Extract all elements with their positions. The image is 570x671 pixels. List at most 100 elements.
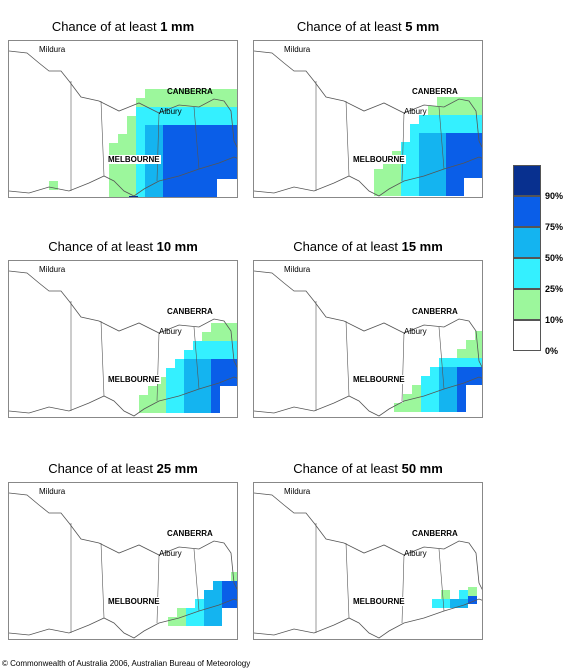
probability-cell bbox=[446, 142, 455, 151]
legend-tick-label: 75% bbox=[545, 222, 564, 232]
probability-cell bbox=[410, 187, 419, 196]
city-label-canberra: CANBERRA bbox=[167, 307, 213, 316]
probability-cell bbox=[419, 142, 428, 151]
probability-cell bbox=[172, 161, 181, 170]
probability-cell bbox=[163, 107, 172, 116]
probability-cell bbox=[457, 376, 466, 385]
probability-cell bbox=[430, 367, 439, 376]
probability-cell bbox=[184, 377, 193, 386]
probability-cell bbox=[229, 368, 237, 377]
probability-cell bbox=[437, 160, 446, 169]
probability-cell bbox=[213, 590, 222, 599]
probability-cell bbox=[428, 124, 437, 133]
probability-cell bbox=[208, 188, 217, 197]
probability-cell bbox=[468, 595, 477, 604]
probability-cell bbox=[448, 376, 457, 385]
probability-cell bbox=[199, 89, 208, 98]
probability-cell bbox=[193, 350, 202, 359]
probability-cell bbox=[446, 151, 455, 160]
probability-cell bbox=[127, 161, 136, 170]
city-label-mildura: Mildura bbox=[284, 265, 311, 274]
probability-cell bbox=[145, 89, 154, 98]
probability-cell bbox=[154, 170, 163, 179]
probability-cell bbox=[222, 590, 231, 599]
probability-cell bbox=[172, 143, 181, 152]
map-canvas bbox=[254, 492, 482, 639]
probability-cell bbox=[226, 161, 235, 170]
probability-cell bbox=[163, 98, 172, 107]
probability-cell bbox=[235, 125, 237, 134]
probability-cell bbox=[190, 179, 199, 188]
district-boundary bbox=[70, 523, 200, 633]
probability-cell bbox=[109, 170, 118, 179]
probability-cell bbox=[181, 89, 190, 98]
probability-cell bbox=[430, 394, 439, 403]
probability-cell bbox=[190, 125, 199, 134]
probability-cell bbox=[148, 395, 157, 404]
probability-cell bbox=[464, 97, 473, 106]
probability-cell bbox=[374, 169, 383, 178]
probability-cell bbox=[430, 376, 439, 385]
probability-cell bbox=[109, 143, 118, 152]
legend-swatch-10 bbox=[513, 289, 541, 320]
probability-cell bbox=[181, 143, 190, 152]
probability-cell bbox=[466, 349, 475, 358]
probability-cell bbox=[190, 170, 199, 179]
probability-cell bbox=[446, 178, 455, 187]
probability-cell bbox=[190, 152, 199, 161]
probability-cell bbox=[475, 358, 482, 367]
probability-cell bbox=[419, 160, 428, 169]
probability-cell bbox=[208, 152, 217, 161]
probability-cell bbox=[163, 116, 172, 125]
probability-cell bbox=[446, 187, 455, 196]
probability-cell bbox=[118, 188, 127, 197]
probability-cell bbox=[195, 617, 204, 626]
probability-cell bbox=[208, 170, 217, 179]
probability-cell bbox=[127, 116, 136, 125]
probability-cell bbox=[235, 134, 237, 143]
probability-cell bbox=[473, 133, 482, 142]
probability-cell bbox=[139, 395, 148, 404]
probability-cell bbox=[392, 187, 401, 196]
probability-cell bbox=[482, 124, 483, 133]
probability-cell bbox=[419, 115, 428, 124]
probability-cell bbox=[172, 152, 181, 161]
probability-cell bbox=[374, 187, 383, 196]
probability-cell bbox=[482, 133, 483, 142]
probability-cell bbox=[439, 394, 448, 403]
probability-cell bbox=[229, 341, 237, 350]
probability-cell bbox=[190, 89, 199, 98]
probability-cell bbox=[163, 179, 172, 188]
probability-cell bbox=[226, 116, 235, 125]
probability-cell bbox=[410, 142, 419, 151]
probability-cell bbox=[199, 116, 208, 125]
probability-cell bbox=[439, 367, 448, 376]
probability-cell bbox=[211, 359, 220, 368]
probability-cell bbox=[448, 385, 457, 394]
probability-cell bbox=[482, 151, 483, 160]
probability-cell bbox=[127, 188, 136, 197]
probability-cell bbox=[202, 359, 211, 368]
probability-cell bbox=[145, 125, 154, 134]
probability-cell bbox=[421, 376, 430, 385]
city-label-canberra: CANBERRA bbox=[412, 529, 458, 538]
panel-title: Chance of at least 5 mm bbox=[296, 19, 440, 34]
probability-cell bbox=[217, 170, 226, 179]
probability-cell bbox=[208, 161, 217, 170]
probability-cell bbox=[482, 160, 483, 169]
probability-cell bbox=[127, 170, 136, 179]
probability-cell bbox=[464, 133, 473, 142]
probability-cell bbox=[136, 125, 145, 134]
probability-cell bbox=[229, 332, 237, 341]
probability-cell bbox=[220, 341, 229, 350]
probability-cell bbox=[193, 341, 202, 350]
probability-cell bbox=[217, 143, 226, 152]
probability-cell bbox=[154, 98, 163, 107]
probability-cell bbox=[163, 134, 172, 143]
probability-cell bbox=[217, 116, 226, 125]
probability-cell bbox=[181, 170, 190, 179]
city-label-melbourne: MELBOURNE bbox=[352, 155, 406, 164]
probability-cell bbox=[419, 187, 428, 196]
probability-cell bbox=[464, 115, 473, 124]
probability-cell bbox=[464, 151, 473, 160]
